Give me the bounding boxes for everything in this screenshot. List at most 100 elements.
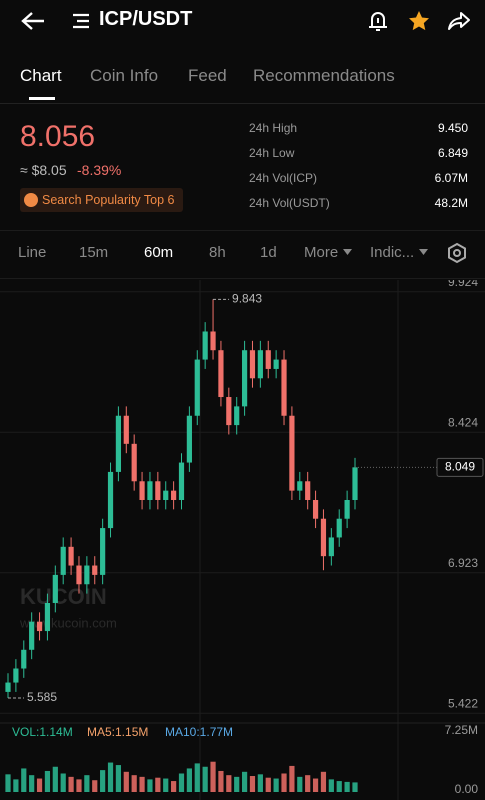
y-tick-label: 8.424 [448,415,478,429]
volume-bar [13,779,19,792]
volume-bar [297,776,303,792]
volume-tick-label: 0.00 [455,782,479,796]
last-price: 8.056 [20,120,96,153]
dropdown-caret [419,249,428,255]
volume-bar [131,775,137,792]
candle-body [305,481,311,500]
volume-legend: MA10:1.77M [165,725,233,739]
candle-body [13,668,19,683]
alert-button[interactable] [367,10,389,32]
candle-body [36,621,43,632]
candlestick-chart: KUCOIN www.kucoin.com 9.924 8.424 6.923 5.4… [0,280,485,800]
tab[interactable]: Feed [188,66,227,85]
pair-title[interactable]: ICP/USDT [99,8,193,30]
volume-bar [257,774,263,792]
candle-body [68,546,74,566]
candle-body [352,467,358,500]
candle-body [100,528,106,575]
volume-bar [281,773,287,792]
volume-bar [328,779,334,792]
min-label: 5.585 [27,690,57,704]
volume-bar [210,761,216,792]
tab[interactable]: Recommendations [253,66,395,85]
candle-body [178,462,185,500]
candle-body [336,518,342,538]
candle-body [344,500,350,519]
candle-body [241,350,248,407]
tab[interactable]: Chart [20,66,62,85]
volume-bar [76,779,82,792]
candle-body [289,415,295,491]
interval[interactable]: 8h [209,244,226,261]
volume-bar [234,776,240,792]
stat-value: 48.2M [434,196,468,210]
last-price-box [436,457,484,477]
volume-bar [273,778,279,792]
candle-body [234,406,240,426]
candle-body [92,565,98,575]
volume-bar [202,766,208,792]
interval[interactable]: Line [18,244,47,261]
watermark: KUCOIN [20,584,107,609]
candle-body [5,682,11,692]
candle-body [312,500,319,519]
interval[interactable]: 15m [79,244,109,261]
candle-body [76,565,82,585]
candle-body [265,350,271,369]
volume-bar [312,778,319,792]
candle-body [328,537,334,557]
interval[interactable]: 1d [260,244,277,261]
candle-body [155,481,161,500]
volume-bar [241,771,248,792]
volume-bar [171,781,177,792]
volume-bar [100,770,106,792]
volume-bar [155,777,161,792]
tab-underline [29,97,55,100]
favorite-button[interactable] [407,9,431,33]
volume-legend: MA5:1.15M [87,725,148,739]
candle-body [186,415,192,463]
candle-body [123,415,129,444]
max-label: 9.843 [232,292,262,306]
stat-value: 9.450 [437,121,468,135]
settings-button[interactable] [446,242,468,264]
candle-body [52,574,58,603]
volume-bar [21,768,27,792]
candle-body [273,359,279,369]
volume-bar [44,770,51,792]
price-change: -8.39% [77,162,122,178]
volume-bar [52,766,58,792]
y-tick-label: 6.923 [448,556,478,570]
volume-bar [320,771,327,792]
tab[interactable]: Coin Info [90,66,159,85]
candle-body [107,471,114,529]
candle-body [257,350,263,379]
volume-bar [92,780,98,792]
back-button[interactable] [20,10,46,32]
divider [0,278,485,279]
stat-label: 24h Low [249,146,295,160]
candle-body [131,443,137,482]
volume-bar [344,781,350,792]
interval[interactable]: Indic... [370,244,415,261]
stat-label: 24h High [249,121,298,135]
volume-bar [194,763,200,792]
volume-bar [265,777,271,792]
interval[interactable]: More [304,244,339,261]
interval[interactable]: 60m [144,244,174,261]
candle-body [60,546,66,575]
volume-bar [305,775,311,792]
candle-body [249,350,256,379]
menu-button[interactable] [71,12,91,30]
share-button[interactable] [447,10,471,32]
candle-body [115,415,122,472]
candle-body [226,397,232,426]
volume-bar [186,768,192,792]
volume-bar [84,775,90,792]
dropdown-caret [343,249,352,255]
candle-body [139,481,145,500]
popularity-badge[interactable]: Search Popularity Top 6 [20,188,183,212]
candle-body [297,481,303,491]
badge-icon [24,193,38,207]
